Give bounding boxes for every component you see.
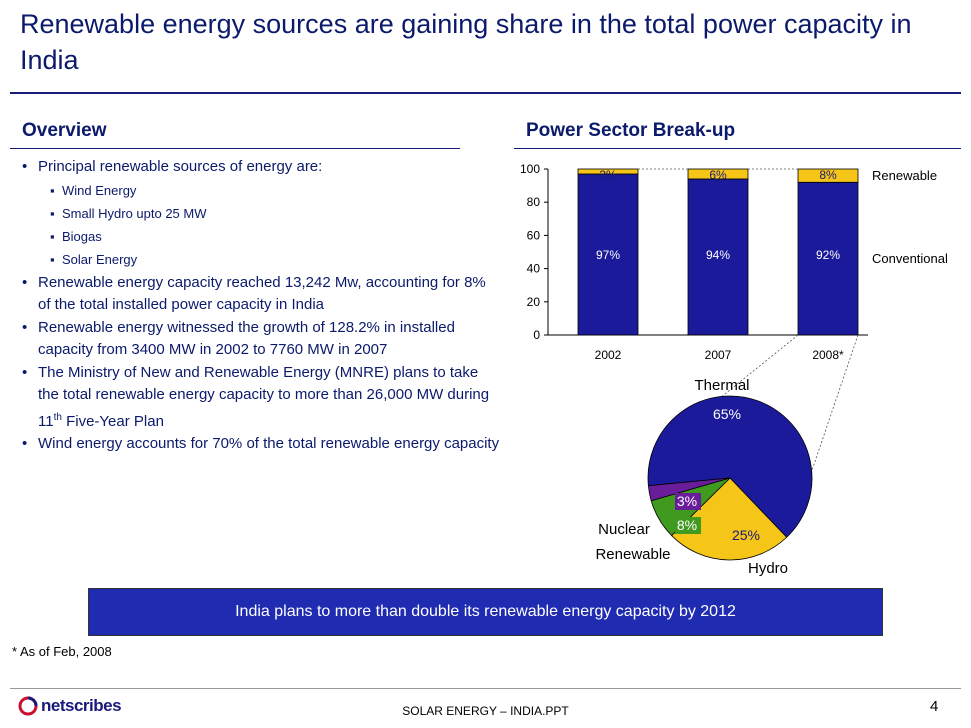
page-number: 4: [930, 698, 939, 715]
x-tick-label: 2002: [595, 348, 622, 362]
company-logo: netscribes: [18, 696, 122, 716]
netscribes-logo-icon: [18, 696, 38, 716]
title-rule: [10, 92, 961, 94]
pie-value-label: 3%: [677, 493, 697, 509]
sub-bullet-item: Biogas: [38, 225, 500, 249]
legend-conventional: Conventional: [872, 251, 948, 266]
bar-renewable: [797, 168, 859, 183]
y-tick-label: 40: [527, 262, 541, 276]
sub-bullet-item: Solar Energy: [38, 248, 500, 272]
pie-value-label: 65%: [713, 406, 741, 422]
banner-text: India plans to more than double its rene…: [235, 603, 736, 620]
bar-renewable: [687, 168, 749, 180]
bullet-superscript: th: [53, 411, 62, 423]
bullet-text: Principal renewable sources of energy ar…: [38, 158, 323, 175]
pie-value-label: 8%: [677, 517, 697, 533]
chart-heading-rule: [514, 148, 961, 149]
pie-value-label: 25%: [732, 527, 760, 543]
pie-slice-hydro: [671, 477, 788, 561]
stacked-bar-chart: 0 20 40 60 80 100 3% 97% 2002 6% 94% 2007 8% 92% 2008*…: [520, 162, 948, 362]
pie-slice-thermal: [647, 395, 813, 538]
overview-heading: Overview: [22, 120, 107, 141]
footer-rule: [10, 688, 961, 689]
sub-bullet-item: Small Hydro upto 25 MW: [38, 202, 500, 226]
bullet-item: The Ministry of New and Renewable Energy…: [20, 362, 500, 434]
pie-chart: 65% Thermal 25% Hydro 8% Renewable 3% Nuclear: [595, 377, 813, 577]
pie-name-label: Nuclear: [598, 521, 650, 538]
bar-conventional-label: 94%: [706, 248, 730, 262]
sub-bullet-item: Wind Energy: [38, 179, 500, 203]
overview-bullets: Principal renewable sources of energy ar…: [20, 156, 500, 456]
bullet-item: Wind energy accounts for 70% of the tota…: [20, 433, 500, 456]
bar-renewable-label: 8%: [819, 168, 837, 182]
pie-label-bg: [675, 517, 701, 534]
y-tick-label: 0: [533, 328, 540, 342]
bullet-text: The Ministry of New and Renewable Energy…: [38, 363, 490, 430]
sub-bullets: Wind Energy Small Hydro upto 25 MW Bioga…: [38, 179, 500, 272]
overview-rule: [10, 148, 460, 149]
pie-label-bg: [675, 493, 701, 510]
pie-connector-line: [805, 334, 859, 489]
footnote: * As of Feb, 2008: [12, 644, 112, 659]
bar-renewable-label: 6%: [709, 168, 727, 182]
bullet-item: Principal renewable sources of energy ar…: [20, 156, 500, 272]
legend-renewable: Renewable: [872, 168, 937, 183]
footer-filename: SOLAR ENERGY – INDIA.PPT: [402, 704, 569, 718]
bar-conventional-label: 97%: [596, 248, 620, 262]
bar-conventional-label: 92%: [816, 248, 840, 262]
key-message-banner: India plans to more than double its rene…: [88, 588, 883, 636]
x-tick-label: 2008*: [812, 348, 844, 362]
y-tick-label: 60: [527, 228, 541, 242]
power-sector-chart: 0 20 40 60 80 100 3% 97% 2002 6% 94% 2007 8% 92% 2008*…: [520, 162, 948, 577]
y-tick-label: 20: [527, 295, 541, 309]
pie-name-label: Thermal: [694, 377, 749, 394]
bullet-text: Five-Year Plan: [61, 412, 164, 430]
bullet-item: Renewable energy capacity reached 13,242…: [20, 272, 500, 317]
y-tick-label: 80: [527, 195, 541, 209]
pie-slice-nuclear: [647, 477, 731, 502]
x-tick-label: 2007: [705, 348, 732, 362]
bar-renewable: [577, 168, 639, 175]
bullet-item: Renewable energy witnessed the growth of…: [20, 317, 500, 362]
slide-title: Renewable energy sources are gaining sha…: [20, 9, 912, 75]
logo-text: netscribes: [41, 696, 122, 715]
pie-name-label: Hydro: [748, 560, 788, 577]
bar-renewable-label: 3%: [599, 168, 617, 182]
y-tick-label: 100: [520, 162, 540, 176]
pie-name-label: Renewable: [595, 546, 670, 563]
bar-conventional: [577, 173, 639, 336]
chart-heading: Power Sector Break-up: [526, 120, 736, 141]
